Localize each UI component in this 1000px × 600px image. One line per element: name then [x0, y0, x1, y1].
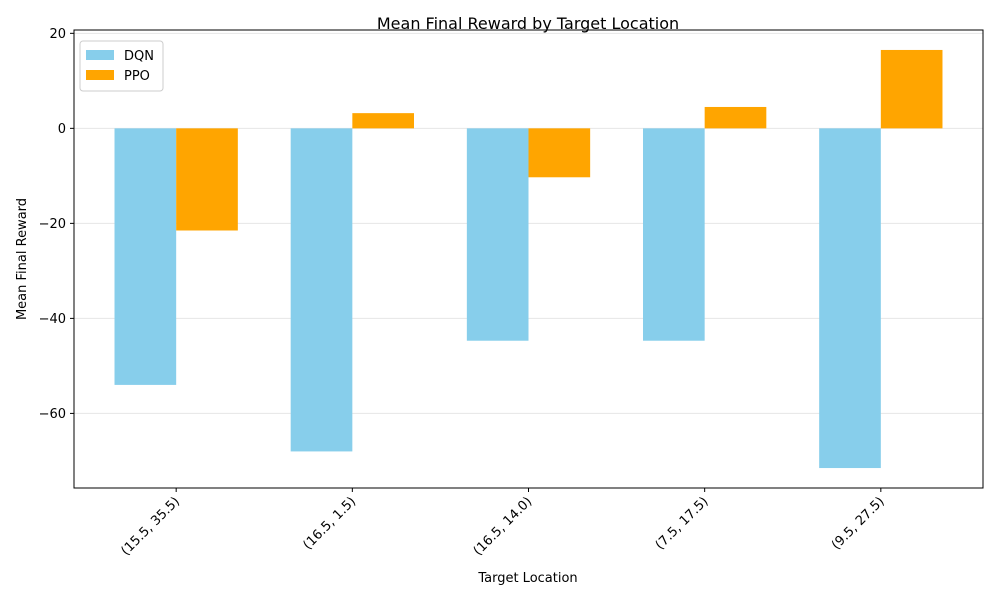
bars — [114, 49, 943, 469]
legend-swatch-ppo — [86, 70, 114, 80]
x-axis-title: Target Location — [477, 571, 577, 586]
bar-ppo-4 — [880, 49, 943, 129]
y-axis-title: Mean Final Reward — [15, 198, 30, 320]
bar-ppo-1 — [352, 113, 414, 129]
y-tick-label-3: −40 — [39, 312, 66, 327]
x-tick-label-2: (16.5, 14.0) — [471, 494, 536, 559]
bar-ppo-3 — [704, 106, 767, 129]
y-tick-label-2: −20 — [39, 217, 66, 232]
x-tick-label-1: (16.5, 1.5) — [300, 494, 359, 553]
legend-label-dqn: DQN — [124, 49, 154, 64]
bar-dqn-0 — [114, 128, 177, 385]
x-tick-label-3: (7.5, 17.5) — [653, 494, 712, 553]
y-tick-label-4: −60 — [39, 407, 66, 422]
legend-swatch-dqn — [86, 50, 114, 60]
bar-ppo-2 — [528, 128, 591, 178]
y-axis-ticks: 20 0 −20 −40 −60 — [39, 27, 74, 422]
bar-dqn-2 — [466, 128, 529, 341]
x-axis-ticks: (15.5, 35.5) (16.5, 1.5) (16.5, 14.0) (7.5,… — [118, 488, 888, 559]
y-tick-label-0: 20 — [49, 27, 66, 42]
legend: DQN PPO — [79, 40, 164, 92]
x-tick-label-0: (15.5, 35.5) — [118, 494, 183, 559]
bar-dqn-4 — [819, 128, 881, 469]
x-tick-label-4: (9.5, 27.5) — [829, 494, 888, 553]
bar-dqn-3 — [643, 128, 705, 341]
y-tick-label-1: 0 — [58, 122, 66, 137]
legend-label-ppo: PPO — [124, 69, 150, 84]
bar-ppo-0 — [176, 128, 238, 231]
chart-title: Mean Final Reward by Target Location — [377, 14, 679, 33]
bar-dqn-1 — [290, 128, 353, 452]
